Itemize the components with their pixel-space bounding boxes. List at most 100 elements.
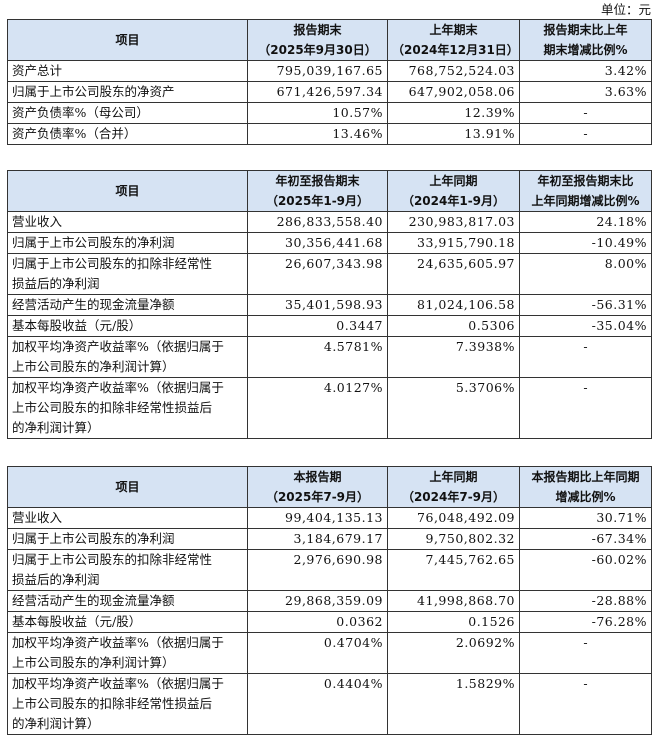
- prior-value: 7,445,762.65: [387, 549, 520, 591]
- table-row: 资产总计 795,039,167.65 768,752,524.03 3.42%: [7, 60, 652, 82]
- table-header-row: 项目 年初至报告期末 （2025年1-9月） 上年同期 （2024年1-9月） 年初…: [7, 170, 652, 212]
- row-label-line: 上市公司股东的净利润计算）: [12, 359, 175, 374]
- header-col2-line2: （2025年9月30日）: [258, 43, 377, 57]
- table-row: 归属于上市公司股东的扣除非经常性 损益后的净利润 2,976,690.98 7,445…: [7, 549, 652, 591]
- current-value: 0.4704%: [247, 632, 388, 674]
- row-label-line: 上市公司股东的净利润计算）: [12, 655, 175, 670]
- current-value: 0.3447: [247, 315, 388, 337]
- current-value: 99,404,135.13: [247, 507, 388, 529]
- row-label-line: 归属于上市公司股东的扣除非经常性: [12, 552, 213, 567]
- prior-value: 81,024,106.58: [387, 294, 520, 316]
- table-body: 营业收入 99,404,135.13 76,048,492.09 30.71% 归属于上…: [7, 507, 652, 735]
- current-value: 2,976,690.98: [247, 549, 388, 591]
- change-percent: -60.02%: [519, 549, 652, 591]
- prior-value: 0.1526: [387, 611, 520, 633]
- current-value: 795,039,167.65: [247, 60, 388, 82]
- table-body: 营业收入 286,833,558.40 230,983,817.03 24.18% 归属…: [7, 211, 652, 439]
- header-col4: 本报告期比上年同期 增减比例%: [519, 466, 652, 508]
- prior-value: 9,750,802.32: [387, 528, 520, 550]
- header-col3: 上年同期 （2024年1-9月）: [387, 170, 520, 212]
- change-percent: -: [519, 336, 652, 378]
- table-row: 归属于上市公司股东的净资产 671,426,597.34 647,902,058.0…: [7, 81, 652, 103]
- header-col4-line2: 上年同期增减比例%: [531, 194, 640, 208]
- row-label-line: 归属于上市公司股东的净利润: [12, 235, 175, 250]
- table-row: 营业收入 286,833,558.40 230,983,817.03 24.18%: [7, 211, 652, 233]
- table-row: 基本每股收益（元/股） 0.0362 0.1526 -76.28%: [7, 611, 652, 633]
- current-value: 0.4404%: [247, 673, 388, 735]
- prior-value: 33,915,790.18: [387, 232, 520, 254]
- change-percent: -: [519, 377, 652, 439]
- change-percent: -28.88%: [519, 590, 652, 612]
- table-row: 归属于上市公司股东的净利润 3,184,679.17 9,750,802.32 -67…: [7, 528, 652, 550]
- row-label-line: 加权平均净资产收益率%（依据归属于: [12, 635, 224, 650]
- row-label-line: 基本每股收益（元/股）: [12, 318, 142, 333]
- change-percent: -: [519, 632, 652, 674]
- table-header-row: 项目 本报告期 （2025年7-9月） 上年同期 （2024年7-9月） 本报告期比…: [7, 466, 652, 508]
- row-label: 加权平均净资产收益率%（依据归属于 上市公司股东的扣除非经常性损益后 的净利润计算）: [7, 673, 248, 735]
- table-row: 资产负债率%（母公司） 10.57% 12.39% -: [7, 102, 652, 124]
- row-label: 归属于上市公司股东的净利润: [7, 232, 248, 254]
- prior-value: 1.5829%: [387, 673, 520, 735]
- header-item: 项目: [7, 19, 248, 61]
- table-row: 加权平均净资产收益率%（依据归属于 上市公司股东的扣除非经常性损益后 的净利润计算）…: [7, 377, 652, 439]
- header-item-text: 项目: [115, 480, 140, 494]
- row-label: 加权平均净资产收益率%（依据归属于 上市公司股东的净利润计算）: [7, 336, 248, 378]
- row-label: 资产总计: [7, 60, 248, 82]
- row-label-line: 上市公司股东的扣除非经常性损益后: [12, 696, 213, 711]
- row-label-line: 加权平均净资产收益率%（依据归属于: [12, 380, 224, 395]
- current-value: 0.0362: [247, 611, 388, 633]
- table-row: 资产负债率%（合并） 13.46% 13.91% -: [7, 123, 652, 145]
- row-label-line: 加权平均净资产收益率%（依据归属于: [12, 676, 224, 691]
- row-label: 资产负债率%（母公司）: [7, 102, 248, 124]
- change-percent: 3.63%: [519, 81, 652, 103]
- change-percent: -67.34%: [519, 528, 652, 550]
- header-col3: 上年期末 （2024年12月31日）: [387, 19, 520, 61]
- row-label-line: 损益后的净利润: [12, 276, 100, 291]
- header-col2-line2: （2025年1-9月）: [265, 194, 370, 208]
- row-label: 加权平均净资产收益率%（依据归属于 上市公司股东的扣除非经常性损益后 的净利润计算）: [7, 377, 248, 439]
- table-row: 营业收入 99,404,135.13 76,048,492.09 30.71%: [7, 507, 652, 529]
- row-label-line: 的净利润计算）: [12, 716, 100, 731]
- current-value: 26,607,343.98: [247, 253, 388, 295]
- prior-value: 768,752,524.03: [387, 60, 520, 82]
- header-col3-line2: （2024年7-9月）: [401, 490, 506, 504]
- header-col4: 报告期末比上年 期末增减比例%: [519, 19, 652, 61]
- change-percent: -76.28%: [519, 611, 652, 633]
- table-row: 加权平均净资产收益率%（依据归属于 上市公司股东的净利润计算） 4.5781% 7.3…: [7, 336, 652, 378]
- ytd-performance-table: 项目 年初至报告期末 （2025年1-9月） 上年同期 （2024年1-9月） 年初…: [7, 170, 652, 439]
- row-label: 归属于上市公司股东的扣除非经常性 损益后的净利润: [7, 253, 248, 295]
- table-row: 经营活动产生的现金流量净额 29,868,359.09 41,998,868.70-…: [7, 590, 652, 612]
- current-value: 671,426,597.34: [247, 81, 388, 103]
- header-item: 项目: [7, 170, 248, 212]
- current-value: 13.46%: [247, 123, 388, 145]
- header-col2-line1: 本报告期: [293, 470, 342, 484]
- header-col2-line2: （2025年7-9月）: [265, 490, 370, 504]
- current-value: 3,184,679.17: [247, 528, 388, 550]
- header-item-text: 项目: [115, 184, 140, 198]
- row-label: 加权平均净资产收益率%（依据归属于 上市公司股东的净利润计算）: [7, 632, 248, 674]
- header-col4-line1: 年初至报告期末比: [537, 174, 634, 188]
- header-col2: 报告期末 （2025年9月30日）: [247, 19, 388, 61]
- prior-value: 41,998,868.70: [387, 590, 520, 612]
- table-row: 经营活动产生的现金流量净额 35,401,598.93 81,024,106.58-…: [7, 294, 652, 316]
- row-label-line: 损益后的净利润: [12, 572, 100, 587]
- table-header-row: 项目 报告期末 （2025年9月30日） 上年期末 （2024年12月31日） 报告…: [7, 19, 652, 61]
- change-percent: -: [519, 673, 652, 735]
- row-label: 基本每股收益（元/股）: [7, 315, 248, 337]
- row-label-line: 经营活动产生的现金流量净额: [12, 297, 175, 312]
- row-label: 经营活动产生的现金流量净额: [7, 590, 248, 612]
- current-value: 4.0127%: [247, 377, 388, 439]
- table-row: 基本每股收益（元/股） 0.3447 0.5306 -35.04%: [7, 315, 652, 337]
- balance-summary-table: 项目 报告期末 （2025年9月30日） 上年期末 （2024年12月31日） 报告…: [7, 19, 652, 145]
- row-label-line: 加权平均净资产收益率%（依据归属于: [12, 339, 224, 354]
- row-label-line: 上市公司股东的扣除非经常性损益后: [12, 400, 213, 415]
- unit-note: 单位：元: [600, 2, 651, 17]
- header-item: 项目: [7, 466, 248, 508]
- header-col2: 本报告期 （2025年7-9月）: [247, 466, 388, 508]
- prior-value: 0.5306: [387, 315, 520, 337]
- prior-value: 647,902,058.06: [387, 81, 520, 103]
- table-row: 归属于上市公司股东的净利润 30,356,441.68 33,915,790.18-…: [7, 232, 652, 254]
- row-label: 营业收入: [7, 211, 248, 233]
- row-label-line: 归属于上市公司股东的净利润: [12, 531, 175, 546]
